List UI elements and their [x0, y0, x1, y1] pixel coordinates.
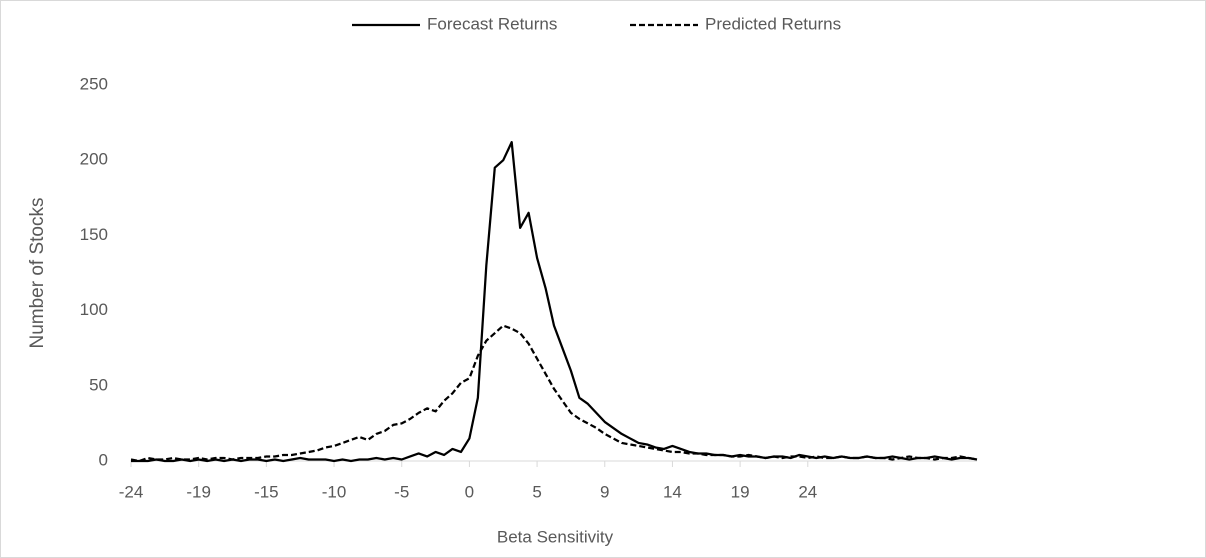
y-tick-label: 200: [80, 150, 108, 169]
y-tick-label: 250: [80, 74, 108, 93]
legend-label: Predicted Returns: [705, 14, 841, 33]
y-tick-label: 0: [99, 450, 108, 469]
x-tick-label: -15: [254, 482, 279, 501]
y-tick-label: 150: [80, 225, 108, 244]
x-tick-label: -24: [119, 482, 144, 501]
y-tick-label: 50: [89, 375, 108, 394]
x-tick-label: 0: [465, 482, 474, 501]
x-tick-label: -10: [322, 482, 347, 501]
x-tick-label: 24: [798, 482, 817, 501]
x-tick-label: -19: [186, 482, 211, 501]
legend-label: Forecast Returns: [427, 14, 557, 33]
series-line: [130, 324, 978, 463]
x-tick-label: -5: [394, 482, 409, 501]
x-tick-label: 5: [532, 482, 541, 501]
x-tick-label: 19: [731, 482, 750, 501]
y-tick-label: 100: [80, 300, 108, 319]
x-tick-label: 14: [663, 482, 682, 501]
x-axis-title: Beta Sensitivity: [497, 527, 614, 546]
x-tick-label: 9: [600, 482, 609, 501]
y-axis-title: Number of Stocks: [27, 198, 48, 349]
